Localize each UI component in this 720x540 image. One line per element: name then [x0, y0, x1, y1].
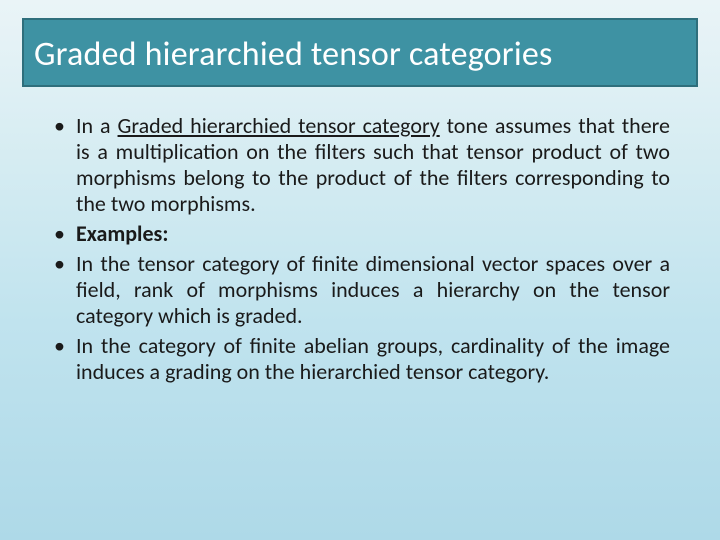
- bullet-text-bold: Examples:: [76, 220, 168, 247]
- title-bar: Graded hierarchied tensor categories: [22, 18, 698, 87]
- bullet-text: In the category of finite abelian groups…: [76, 332, 670, 385]
- bullet-text-underlined: Graded hierarchied tensor category: [118, 112, 440, 139]
- list-item: Examples:: [76, 221, 670, 247]
- list-item: In the tensor category of finite dimensi…: [76, 251, 670, 329]
- list-item: In a Graded hierarchied tensor category …: [76, 113, 670, 217]
- list-item: In the category of finite abelian groups…: [76, 333, 670, 385]
- bullet-text: In the tensor category of finite dimensi…: [76, 250, 670, 329]
- slide: Graded hierarchied tensor categories In …: [0, 0, 720, 540]
- bullet-text-prefix: In a: [76, 112, 118, 139]
- bullet-list: In a Graded hierarchied tensor category …: [22, 113, 698, 385]
- slide-title: Graded hierarchied tensor categories: [34, 34, 686, 75]
